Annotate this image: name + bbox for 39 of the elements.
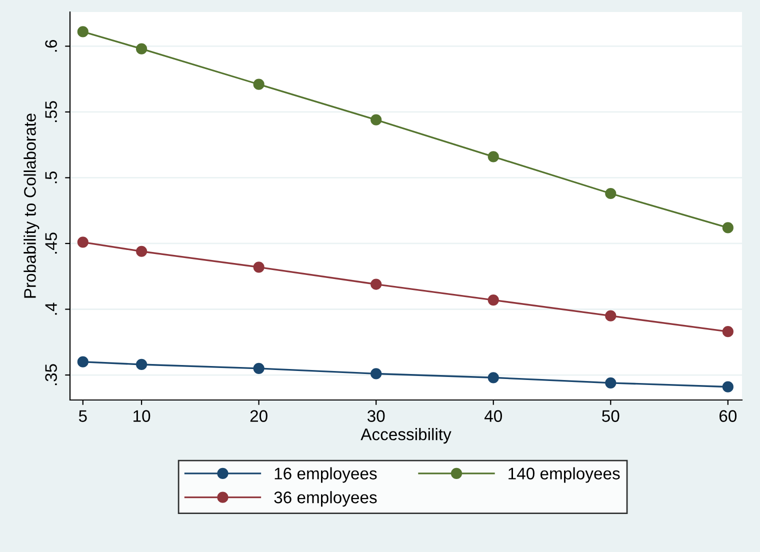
x-tick-label: 10 (134, 410, 150, 422)
y-tick-label: .35 (45, 364, 57, 386)
point (253, 78, 264, 90)
point (605, 377, 616, 388)
y-tick-label: .5 (45, 171, 57, 184)
y-axis-title: Probability to Collaborate (24, 114, 40, 298)
point (136, 43, 148, 54)
legend-label: 140 employees (508, 467, 620, 483)
point (136, 246, 148, 257)
point (722, 326, 734, 338)
y-tick-label: .55 (45, 101, 57, 122)
point (253, 362, 264, 374)
point (77, 26, 88, 38)
point (136, 358, 148, 370)
y-tick-label: .4 (45, 302, 57, 315)
point (722, 381, 734, 392)
point (370, 278, 382, 290)
x-tick-label: 30 (367, 410, 385, 422)
y-tick-label: .6 (45, 40, 57, 52)
point (77, 236, 88, 248)
point (253, 262, 264, 273)
point (77, 356, 88, 368)
point (605, 188, 616, 200)
point (370, 368, 382, 380)
x-tick-label: 20 (250, 410, 268, 422)
legend-label: 36 employees (274, 491, 377, 507)
x-tick-label: 50 (602, 410, 620, 422)
point (370, 114, 382, 126)
x-axis-title: Accessibility (360, 428, 452, 444)
point (605, 310, 616, 322)
x-tick-label: 60 (720, 410, 737, 422)
x-tick-label: 40 (484, 410, 502, 422)
x-tick-label: 5 (78, 410, 87, 422)
point (722, 222, 734, 234)
point (488, 151, 499, 162)
point (488, 372, 499, 384)
point (488, 294, 499, 306)
y-tick-label: .45 (45, 232, 57, 254)
legend-label: 16 employees (274, 467, 377, 483)
